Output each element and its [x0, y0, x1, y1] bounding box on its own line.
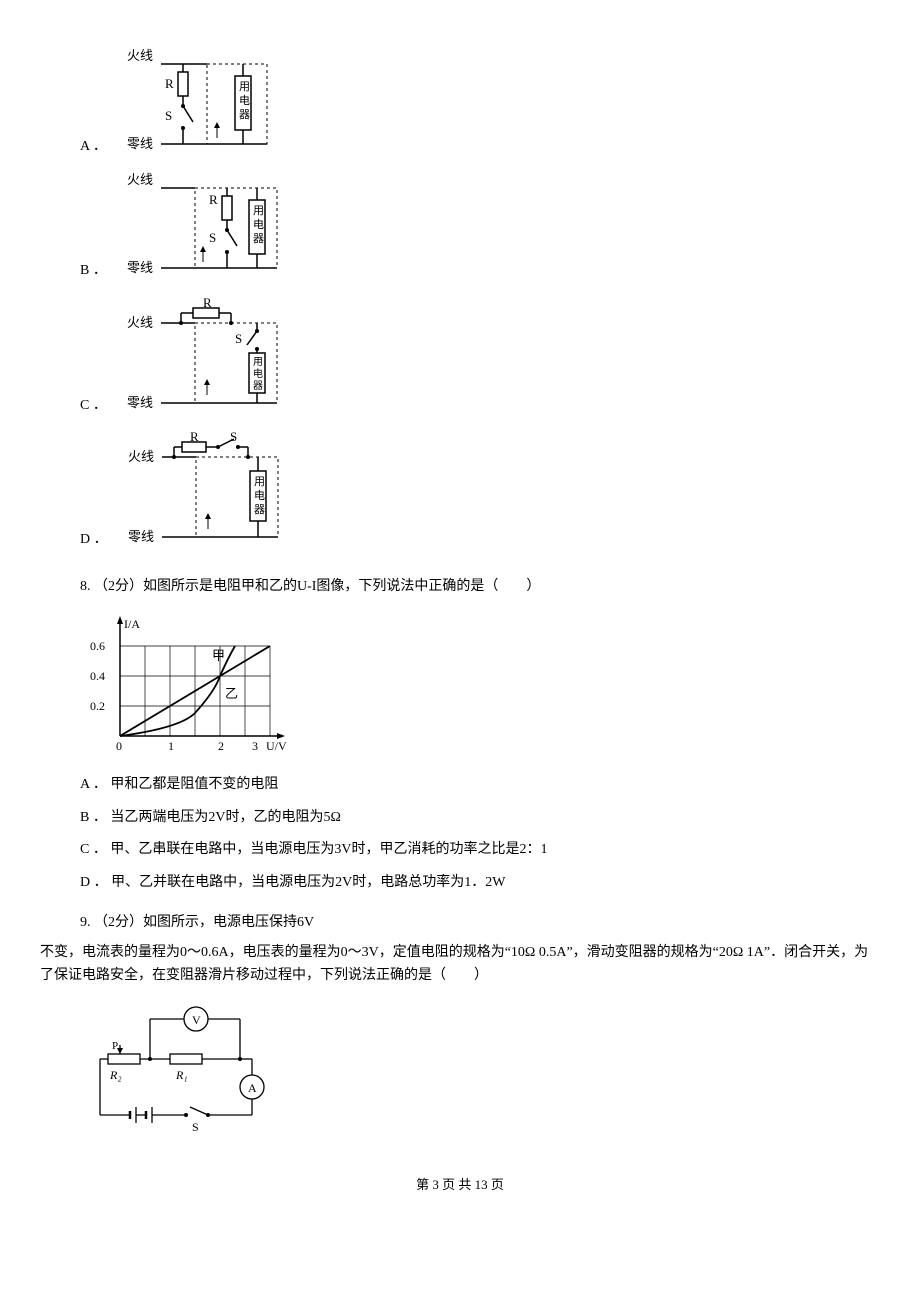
footer-prefix: 第: [416, 1177, 432, 1192]
circuit-diagram-b: 火线 R S 用 电 器 零线: [117, 170, 287, 288]
svg-text:用: 用: [239, 81, 250, 93]
svg-text:0.6: 0.6: [90, 639, 105, 653]
svg-text:P: P: [112, 1040, 118, 1052]
svg-text:零线: 零线: [127, 136, 153, 151]
svg-text:S: S: [230, 429, 237, 444]
svg-text:用: 用: [254, 476, 265, 488]
svg-text:V: V: [192, 1013, 201, 1027]
q8-option-a: A ． 甲和乙都是阻值不变的电阻: [80, 774, 880, 796]
option-label: C ．: [80, 395, 107, 423]
svg-text:用: 用: [253, 205, 264, 217]
svg-text:电: 电: [253, 218, 264, 231]
q7-option-c: C ． R 火线 S 用 电 器: [80, 295, 880, 423]
circuit-diagram-c: R 火线 S 用 电 器: [117, 295, 287, 423]
svg-text:S: S: [165, 108, 172, 123]
q8-option-b: B ． 当乙两端电压为2V时，乙的电阻为5Ω: [80, 807, 880, 829]
footer-mid: 页 共: [439, 1177, 475, 1192]
svg-text:R₁: R₁: [175, 1068, 188, 1082]
svg-text:电: 电: [239, 94, 250, 107]
svg-text:2: 2: [218, 739, 224, 753]
svg-text:甲: 甲: [212, 648, 225, 663]
svg-text:器: 器: [254, 503, 265, 516]
svg-text:R₂: R₂: [109, 1068, 122, 1082]
svg-text:0.4: 0.4: [90, 669, 105, 683]
svg-text:乙: 乙: [225, 686, 238, 701]
svg-text:R: R: [165, 76, 174, 91]
svg-text:电: 电: [254, 489, 265, 502]
svg-text:电: 电: [253, 367, 263, 380]
option-label: B ．: [80, 260, 107, 288]
svg-text:A: A: [248, 1081, 257, 1095]
q7-option-a: A ． 火线 R S 用 电 器: [80, 46, 880, 164]
q9-body: 不变，电流表的量程为0～0.6A，电压表的量程为0～3V，定值电阻的规格为“10…: [40, 942, 880, 987]
svg-text:零线: 零线: [127, 395, 153, 410]
svg-text:0: 0: [116, 739, 122, 753]
svg-text:火线: 火线: [128, 449, 154, 464]
page-footer: 第 3 页 共 13 页: [40, 1175, 880, 1196]
q7-option-d: D ． R S 火线 用 电 器: [80, 429, 880, 557]
q8-option-d: D ． 甲、乙并联在电路中，当电源电压为2V时，电路总功率为1．2W: [80, 872, 880, 894]
q8-chart: I/A U/V 0.2 0.4 0.6 0 1 2 3 甲 乙: [80, 606, 880, 764]
svg-text:器: 器: [239, 108, 250, 121]
svg-text:器: 器: [253, 232, 264, 245]
footer-suffix: 页: [488, 1177, 504, 1192]
circuit-diagram-a: 火线 R S 用 电 器 零线: [117, 46, 277, 164]
svg-text:3: 3: [252, 739, 258, 753]
q8-stem: 8. （2分）如图所示是电阻甲和乙的U-I图像，下列说法中正确的是（ ）: [80, 576, 880, 598]
svg-text:零线: 零线: [127, 260, 153, 275]
svg-text:用: 用: [253, 357, 263, 368]
q9-stem: 9. （2分）如图所示，电源电压保持6V: [80, 912, 880, 934]
svg-text:I/A: I/A: [124, 617, 140, 631]
q7-option-b: B ． 火线 R S 用 电 器 零线: [80, 170, 880, 288]
svg-text:1: 1: [168, 739, 174, 753]
svg-text:R: R: [209, 192, 218, 207]
svg-text:S: S: [209, 230, 216, 245]
option-label: D ．: [80, 529, 108, 557]
q9-circuit: V P R₂ R₁ A S: [80, 997, 880, 1145]
footer-total: 13: [475, 1177, 488, 1192]
q8-option-c: C ． 甲、乙串联在电路中，当电源电压为3V时，甲乙消耗的功率之比是2：1: [80, 839, 880, 861]
circuit-diagram-d: R S 火线 用 电 器: [118, 429, 288, 557]
svg-text:火线: 火线: [127, 172, 153, 187]
svg-text:器: 器: [253, 380, 263, 392]
svg-text:U/V: U/V: [266, 739, 287, 753]
svg-text:S: S: [192, 1120, 199, 1134]
svg-text:0.2: 0.2: [90, 699, 105, 713]
svg-text:火线: 火线: [127, 315, 153, 330]
svg-text:火线: 火线: [127, 48, 153, 63]
option-label: A ．: [80, 136, 107, 164]
svg-text:S: S: [235, 331, 242, 346]
svg-text:零线: 零线: [128, 529, 154, 544]
